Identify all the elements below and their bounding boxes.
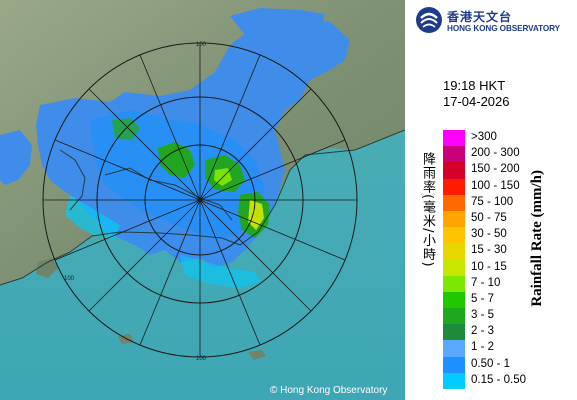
radar-map-canvas: 100 100 100 — [0, 0, 405, 400]
legend-label: 100 - 150 — [471, 179, 520, 192]
legend-swatch — [443, 178, 465, 195]
legend-label: 1 - 2 — [471, 341, 495, 354]
legend-swatch — [443, 275, 465, 292]
legend-label: 200 - 300 — [471, 147, 520, 160]
legend-label: 50 - 75 — [471, 211, 507, 224]
legend-label: 15 - 30 — [471, 244, 507, 257]
legend-row: 3 - 5 — [443, 308, 573, 325]
legend-label: 75 - 100 — [471, 195, 514, 208]
legend-label: 150 - 200 — [471, 163, 520, 176]
legend-title-cn: 降雨率(毫米/小時) — [420, 152, 435, 268]
legend-label: 30 - 50 — [471, 228, 507, 241]
radar-map[interactable]: 100 100 100 © Hong Kong Observatory — [0, 0, 405, 400]
legend-label: >300 — [471, 131, 497, 143]
legend-label: 5 - 7 — [471, 292, 495, 305]
timestamp: 19:18 HKT 17-04-2026 — [443, 78, 510, 110]
legend-row: 75 - 100 — [443, 194, 573, 211]
legend-swatch — [443, 243, 465, 260]
legend-swatch — [443, 146, 465, 163]
legend-swatch — [443, 130, 465, 147]
legend-swatch — [443, 324, 465, 341]
legend-swatch — [443, 291, 465, 309]
legend-swatch — [443, 340, 465, 357]
ring-label-top: 100 — [196, 42, 207, 48]
hko-logo[interactable]: 香港天文台 HONG KONG OBSERVATORY — [415, 6, 575, 40]
range-spokes — [43, 43, 357, 357]
copyright-label: © Hong Kong Observatory — [270, 385, 388, 396]
legend-row: 15 - 30 — [443, 243, 573, 260]
legend-swatch — [443, 356, 465, 373]
legend-label: 10 - 15 — [471, 260, 507, 273]
legend-row: 200 - 300 — [443, 146, 573, 163]
legend-row: 100 - 150 — [443, 178, 573, 195]
side-panel: 香港天文台 HONG KONG OBSERVATORY 19:18 HKT 17… — [405, 0, 577, 400]
rainfall-legend: >300 200 - 300 150 - 200 100 - 150 75 - 100 5… — [443, 130, 573, 389]
logo-name-cn: 香港天文台 — [447, 10, 513, 24]
coastline — [0, 129, 405, 286]
legend-label: 3 - 5 — [471, 309, 495, 322]
legend-label: 0.15 - 0.50 — [471, 373, 526, 386]
legend-row: >300 — [443, 130, 573, 147]
legend-row: 5 - 7 — [443, 291, 573, 309]
island — [248, 350, 266, 360]
legend-row: 7 - 10 — [443, 275, 573, 292]
legend-row: 1 - 2 — [443, 340, 573, 357]
legend-swatch — [443, 194, 465, 211]
legend-swatch — [443, 227, 465, 244]
island — [36, 258, 58, 278]
legend-swatch — [443, 210, 465, 228]
legend-row: 2 - 3 — [443, 324, 573, 341]
legend-swatch — [443, 308, 465, 325]
legend-label: 2 - 3 — [471, 325, 495, 338]
ring-label-bottom: 100 — [196, 356, 207, 362]
legend-row: 0.50 - 1 — [443, 356, 573, 373]
legend-row: 0.15 - 0.50 — [443, 372, 573, 389]
legend-label: 0.50 - 1 — [471, 357, 510, 370]
date-label: 17-04-2026 — [443, 94, 510, 109]
legend-row: 50 - 75 — [443, 210, 573, 228]
legend-row: 30 - 50 — [443, 227, 573, 244]
ring-label-left: 100 — [64, 276, 75, 282]
legend-label: 7 - 10 — [471, 276, 501, 289]
time-label: 19:18 HKT — [443, 78, 506, 93]
legend-row: 150 - 200 — [443, 162, 573, 179]
legend-swatch — [443, 259, 465, 276]
legend-row: 10 - 15 — [443, 259, 573, 276]
hko-logo-icon — [416, 7, 442, 33]
legend-swatch — [443, 162, 465, 179]
legend-swatch — [443, 372, 465, 389]
logo-name-en: HONG KONG OBSERVATORY — [447, 24, 560, 33]
